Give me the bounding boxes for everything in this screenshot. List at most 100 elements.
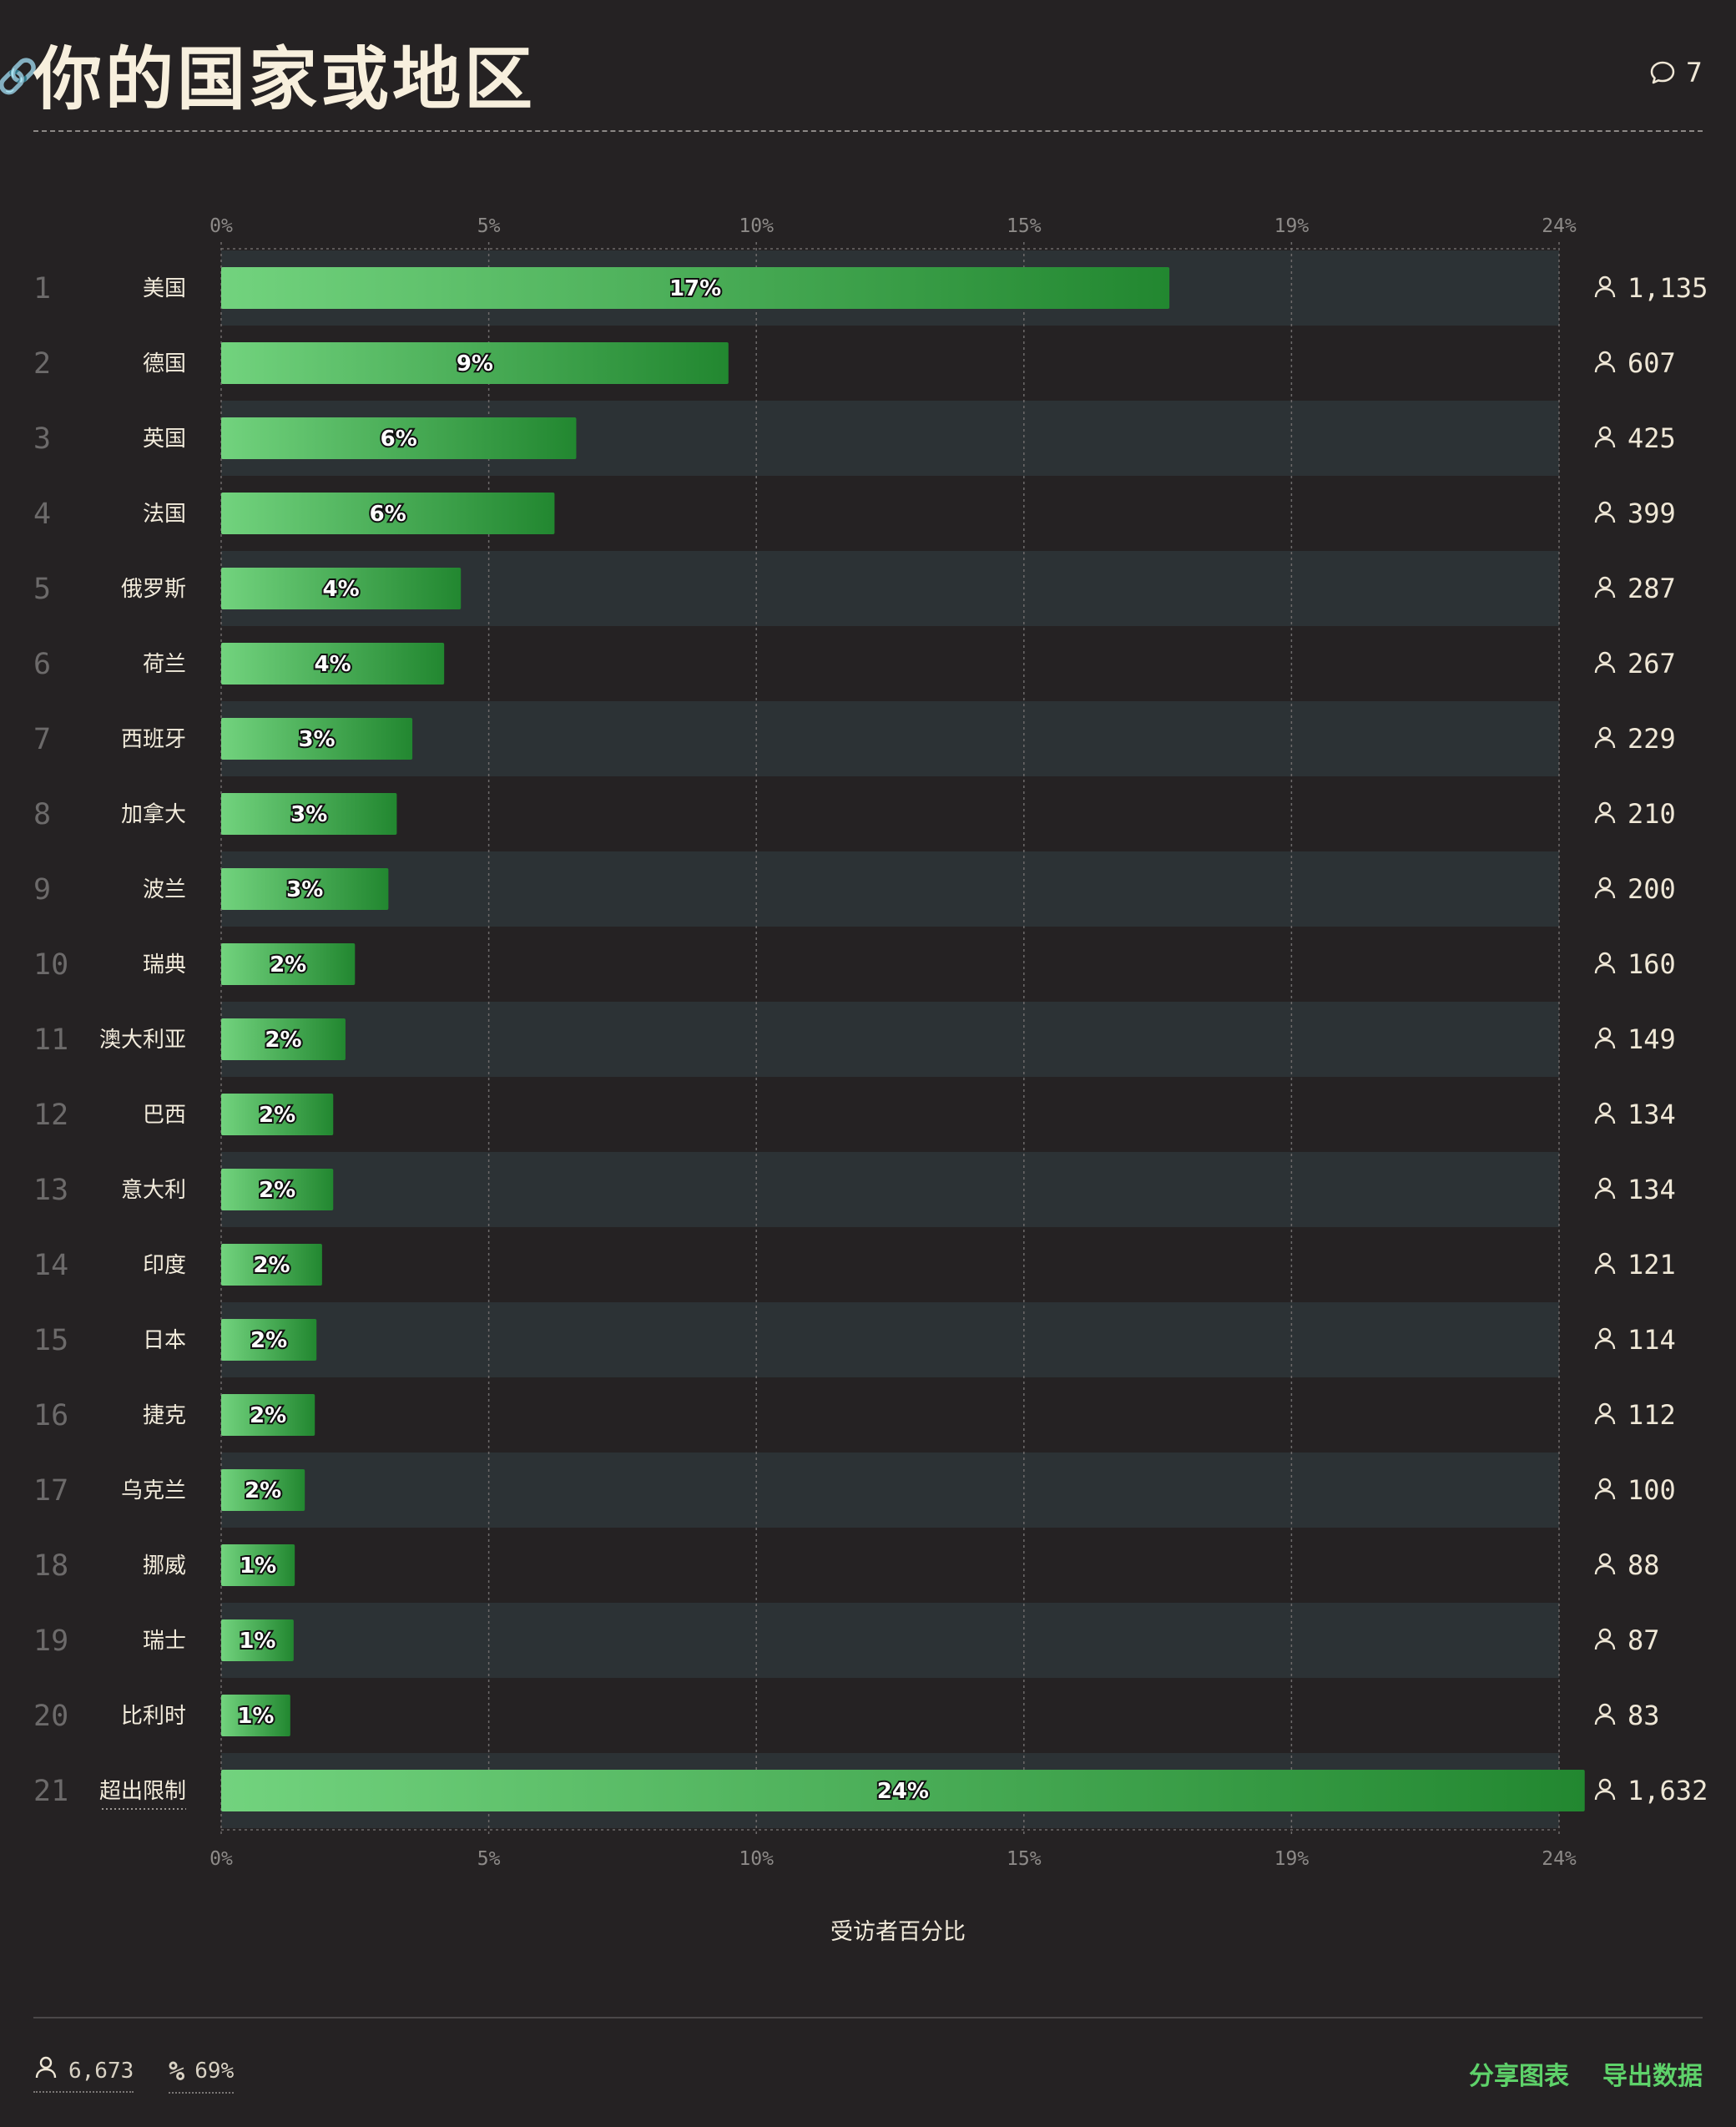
bar[interactable] [221, 868, 389, 910]
bar[interactable] [221, 342, 729, 384]
bar-value-label: 6% [370, 502, 406, 527]
bar-value-label: 6% [381, 427, 417, 452]
bar-value-label: 2% [259, 1178, 295, 1203]
bar[interactable] [221, 1770, 1585, 1811]
bar-chart: 0% 5% 10% 15% 19% 24% 0% 5% 10% 15% 19% 24% 1 美国 17%… [33, 215, 1708, 1945]
bar[interactable] [221, 643, 445, 685]
respondent-count: 114 [1628, 1324, 1676, 1356]
rank-number: 20 [33, 1700, 68, 1733]
country-label: 瑞士 [143, 1629, 186, 1654]
person-icon [1594, 1478, 1616, 1501]
bar[interactable] [221, 718, 413, 760]
respondent-count: 87 [1628, 1624, 1660, 1656]
bar-value-label: 17% [669, 276, 721, 301]
person-icon [1594, 1628, 1616, 1651]
header-divider [33, 130, 1703, 132]
respondent-count: 149 [1628, 1023, 1676, 1055]
bar-value-label: 2% [250, 1403, 286, 1428]
x-tick-label-top: 19% [1274, 215, 1310, 237]
rank-number: 9 [33, 873, 51, 907]
x-tick-label-top: 5% [477, 215, 501, 237]
bar[interactable] [221, 1169, 334, 1210]
person-icon [1594, 1327, 1616, 1351]
rank-number: 21 [33, 1775, 68, 1808]
bar[interactable] [221, 1244, 322, 1286]
bar[interactable] [221, 1619, 294, 1661]
total-respondents-stat[interactable]: 6,673 [33, 2055, 134, 2093]
bar[interactable] [221, 793, 397, 835]
x-tick-label-bottom: 15% [1007, 1848, 1042, 1870]
bar-value-label: 2% [259, 1103, 295, 1128]
country-label[interactable]: 超出限制 [99, 1779, 186, 1804]
bar[interactable] [221, 1018, 346, 1060]
country-label: 澳大利亚 [99, 1028, 186, 1053]
country-label: 德国 [143, 351, 186, 376]
x-tick-label-bottom: 24% [1542, 1848, 1577, 1870]
person-icon [1594, 426, 1616, 449]
country-label: 俄罗斯 [121, 577, 186, 602]
country-label: 印度 [143, 1253, 186, 1278]
bar[interactable] [221, 1695, 290, 1736]
person-icon [1594, 801, 1616, 825]
bar-value-label: 2% [270, 952, 306, 978]
row-band [221, 1002, 1559, 1077]
person-icon [1594, 1027, 1616, 1050]
respondent-count: 88 [1628, 1549, 1660, 1581]
bar[interactable] [221, 1469, 305, 1511]
respondent-count: 100 [1628, 1474, 1676, 1506]
rank-number: 7 [33, 723, 51, 756]
respondent-count: 134 [1628, 1174, 1676, 1205]
comments-button[interactable]: 7 [1649, 57, 1703, 88]
share-chart-button[interactable]: 分享图表 [1469, 2062, 1569, 2091]
bar[interactable] [221, 493, 555, 534]
bar-value-label: 2% [245, 1478, 281, 1503]
bar-value-label: 2% [253, 1253, 290, 1278]
bar[interactable] [221, 943, 356, 985]
person-icon [1594, 1252, 1616, 1276]
country-label: 日本 [143, 1328, 186, 1353]
bar[interactable] [221, 1394, 315, 1436]
rank-number: 4 [33, 498, 51, 531]
rank-number: 13 [33, 1174, 68, 1207]
country-label: 巴西 [143, 1103, 186, 1128]
person-icon [1594, 1778, 1616, 1801]
bar[interactable] [221, 417, 577, 459]
person-icon [1594, 1102, 1616, 1125]
x-tick-label-bottom: 19% [1274, 1848, 1310, 1870]
rank-number: 14 [33, 1249, 68, 1282]
response-rate-stat[interactable]: % 69% [169, 2055, 235, 2094]
country-label: 加拿大 [121, 802, 186, 827]
country-label: 挪威 [143, 1554, 186, 1579]
country-label: 西班牙 [121, 727, 186, 752]
footer-divider [33, 2017, 1703, 2018]
person-icon [1594, 501, 1616, 524]
country-label: 美国 [143, 276, 186, 301]
country-label: 波兰 [143, 877, 186, 902]
bar[interactable] [221, 1544, 295, 1586]
rank-number: 8 [33, 798, 51, 831]
bar[interactable] [221, 1319, 317, 1361]
bar[interactable] [221, 1094, 334, 1135]
respondent-count: 121 [1628, 1249, 1676, 1281]
link-icon[interactable]: 🔗 [0, 58, 38, 96]
person-icon [1594, 726, 1616, 750]
bar-value-label: 3% [290, 802, 327, 827]
bar-value-label: 1% [237, 1704, 274, 1729]
bar[interactable] [221, 568, 462, 609]
bar[interactable] [221, 267, 1170, 309]
row-band [221, 701, 1559, 776]
bar-value-label: 9% [457, 351, 493, 376]
person-icon [1594, 275, 1616, 299]
rank-number: 18 [33, 1549, 68, 1583]
person-icon [1594, 1402, 1616, 1426]
bar-value-label: 3% [286, 877, 323, 902]
respondent-count: 83 [1628, 1700, 1660, 1731]
respondent-count: 267 [1628, 648, 1676, 680]
bar-value-label: 4% [315, 652, 351, 677]
total-respondents-value: 6,673 [68, 2058, 134, 2084]
respondent-count: 287 [1628, 573, 1676, 604]
rank-number: 5 [33, 573, 51, 606]
export-data-button[interactable]: 导出数据 [1602, 2062, 1703, 2091]
comment-count: 7 [1685, 57, 1703, 88]
comment-icon [1649, 59, 1676, 86]
